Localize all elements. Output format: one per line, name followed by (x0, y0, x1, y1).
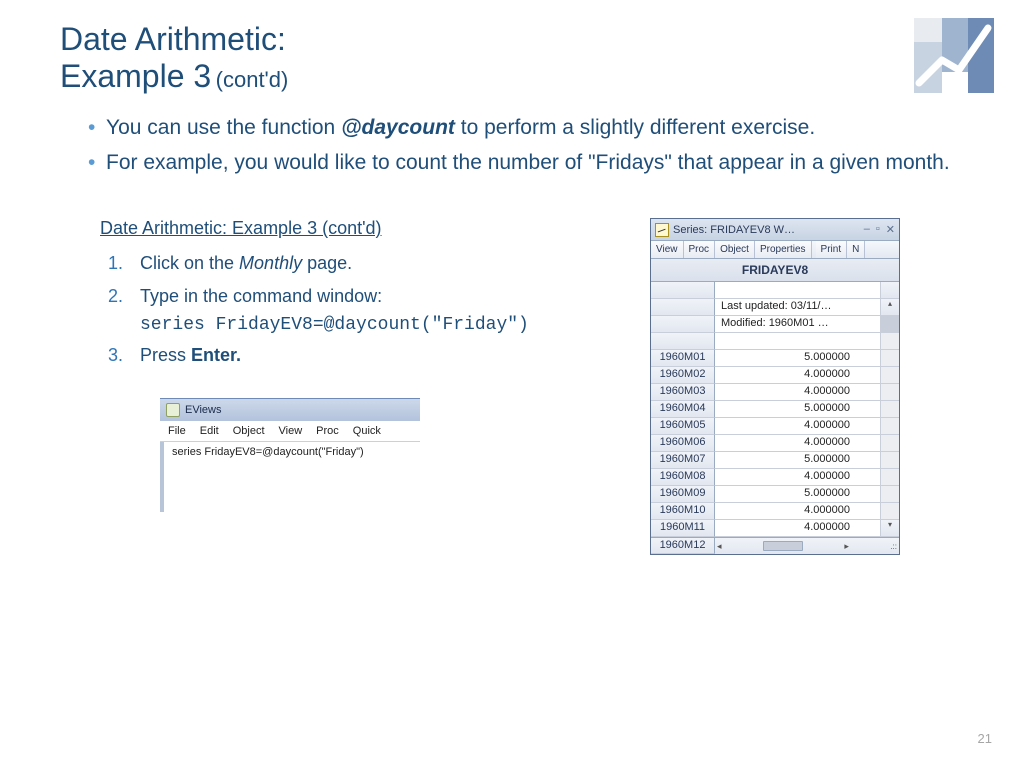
step-1: 1. Click on the Monthly page. (108, 249, 620, 278)
series-icon (655, 223, 669, 237)
row-value: 4.000000 (715, 435, 881, 452)
close-icon[interactable]: ✕ (886, 223, 895, 236)
grid-corner (651, 282, 715, 299)
row-label: 1960M11 (651, 520, 715, 537)
vscroll-track[interactable] (881, 469, 899, 486)
tb-object[interactable]: Object (715, 241, 755, 258)
menu-edit[interactable]: Edit (200, 425, 219, 437)
title-line1: Date Arithmetic: (60, 20, 964, 58)
row-value: 5.000000 (715, 401, 881, 418)
window-controls: – ▫ ✕ (864, 223, 895, 236)
row-value: 4.000000 (715, 469, 881, 486)
tb-print[interactable]: Print (816, 241, 848, 258)
minimize-icon[interactable]: – (864, 223, 870, 236)
row-value: 4.000000 (715, 418, 881, 435)
row-label-last: 1960M12 (651, 537, 715, 554)
meta-updated: Last updated: 03/11/… (715, 299, 881, 316)
bullet-1: You can use the function @daycount to pe… (88, 113, 964, 143)
grid-blank (715, 282, 881, 299)
meta-modified: Modified: 1960M01 … (715, 316, 881, 333)
series-toolbar: View Proc Object Properties Print N (651, 241, 899, 259)
content-row: Date Arithmetic: Example 3 (cont'd) 1. C… (100, 218, 964, 555)
slide-body: Date Arithmetic: Example 3 (cont'd) You … (0, 0, 1024, 555)
row-label: 1960M06 (651, 435, 715, 452)
series-header: FRIDAYEV8 (651, 259, 899, 282)
row-value: 5.000000 (715, 486, 881, 503)
cmd-menubar: File Edit Object View Proc Quick (160, 421, 420, 442)
title-contd: (cont'd) (216, 67, 289, 92)
main-bullets: You can use the function @daycount to pe… (88, 113, 964, 178)
grid-rowhead-blank2 (651, 316, 715, 333)
steps-list: 1. Click on the Monthly page. 2. Type in… (108, 249, 620, 311)
vscroll-track[interactable] (881, 350, 899, 367)
vscroll-track[interactable] (881, 418, 899, 435)
title-block: Date Arithmetic: Example 3 (cont'd) (60, 20, 964, 95)
row-label: 1960M02 (651, 367, 715, 384)
vscroll-track[interactable] (881, 452, 899, 469)
title-main-text: Example 3 (60, 58, 211, 94)
vscroll-track[interactable] (881, 384, 899, 401)
chart-logo-icon (914, 18, 994, 93)
row-label: 1960M05 (651, 418, 715, 435)
row-label: 1960M04 (651, 401, 715, 418)
tb-view[interactable]: View (651, 241, 684, 258)
vscroll-down-icon[interactable]: ▾ (881, 520, 899, 537)
row-label: 1960M03 (651, 384, 715, 401)
step-3: 3. Press Enter. (108, 341, 620, 370)
vscroll-up-icon[interactable]: ▴ (881, 299, 899, 316)
cmd-input-area[interactable]: series FridayEV8=@daycount("Friday") (160, 442, 420, 512)
menu-quick[interactable]: Quick (353, 425, 381, 437)
menu-proc[interactable]: Proc (316, 425, 339, 437)
tb-properties[interactable]: Properties (755, 241, 812, 258)
vscroll-track[interactable] (881, 333, 899, 350)
series-grid: Last updated: 03/11/… ▴ Modified: 1960M0… (651, 282, 899, 554)
maximize-icon[interactable]: ▫ (876, 223, 880, 236)
step-2: 2. Type in the command window: (108, 282, 620, 311)
row-value: 4.000000 (715, 384, 881, 401)
tb-n[interactable]: N (847, 241, 865, 258)
vscroll-track[interactable] (881, 367, 899, 384)
menu-file[interactable]: File (168, 425, 186, 437)
eviews-app-icon (166, 403, 180, 417)
grid-blank2 (715, 333, 881, 350)
page-number: 21 (978, 731, 992, 746)
vscroll-spacer (881, 282, 899, 299)
row-label: 1960M07 (651, 452, 715, 469)
series-title-text: Series: FRIDAYEV8 W… (673, 224, 795, 236)
steps-heading: Date Arithmetic: Example 3 (cont'd) (100, 218, 620, 239)
eviews-command-window: EViews File Edit Object View Proc Quick … (160, 398, 420, 512)
vscroll-track[interactable] (881, 486, 899, 503)
menu-view[interactable]: View (279, 425, 303, 437)
vscroll-track[interactable] (881, 435, 899, 452)
row-label: 1960M01 (651, 350, 715, 367)
cmd-titlebar: EViews (160, 399, 420, 421)
steps-column: Date Arithmetic: Example 3 (cont'd) 1. C… (100, 218, 620, 555)
row-value: 4.000000 (715, 520, 881, 537)
vscroll-track[interactable] (881, 503, 899, 520)
row-value: 5.000000 (715, 452, 881, 469)
hscroll-bar[interactable]: ◂ ▸.:: (715, 537, 899, 554)
code-line: series FridayEV8=@daycount("Friday") (140, 315, 620, 335)
tb-proc[interactable]: Proc (684, 241, 716, 258)
menu-object[interactable]: Object (233, 425, 265, 437)
vscroll-track[interactable] (881, 401, 899, 418)
row-value: 4.000000 (715, 367, 881, 384)
row-value: 5.000000 (715, 350, 881, 367)
row-label: 1960M08 (651, 469, 715, 486)
vscroll-thumb[interactable] (881, 316, 899, 333)
steps-list-cont: 3. Press Enter. (108, 341, 620, 370)
title-line2: Example 3 (cont'd) (60, 58, 964, 95)
grid-rowhead-blank (651, 299, 715, 316)
grid-rowhead-blank3 (651, 333, 715, 350)
series-titlebar: Series: FRIDAYEV8 W… – ▫ ✕ (651, 219, 899, 241)
row-label: 1960M09 (651, 486, 715, 503)
cmd-title-text: EViews (185, 404, 221, 416)
bullet-2: For example, you would like to count the… (88, 148, 964, 178)
row-label: 1960M10 (651, 503, 715, 520)
series-window: Series: FRIDAYEV8 W… – ▫ ✕ View Proc Obj… (650, 218, 900, 555)
row-value: 4.000000 (715, 503, 881, 520)
